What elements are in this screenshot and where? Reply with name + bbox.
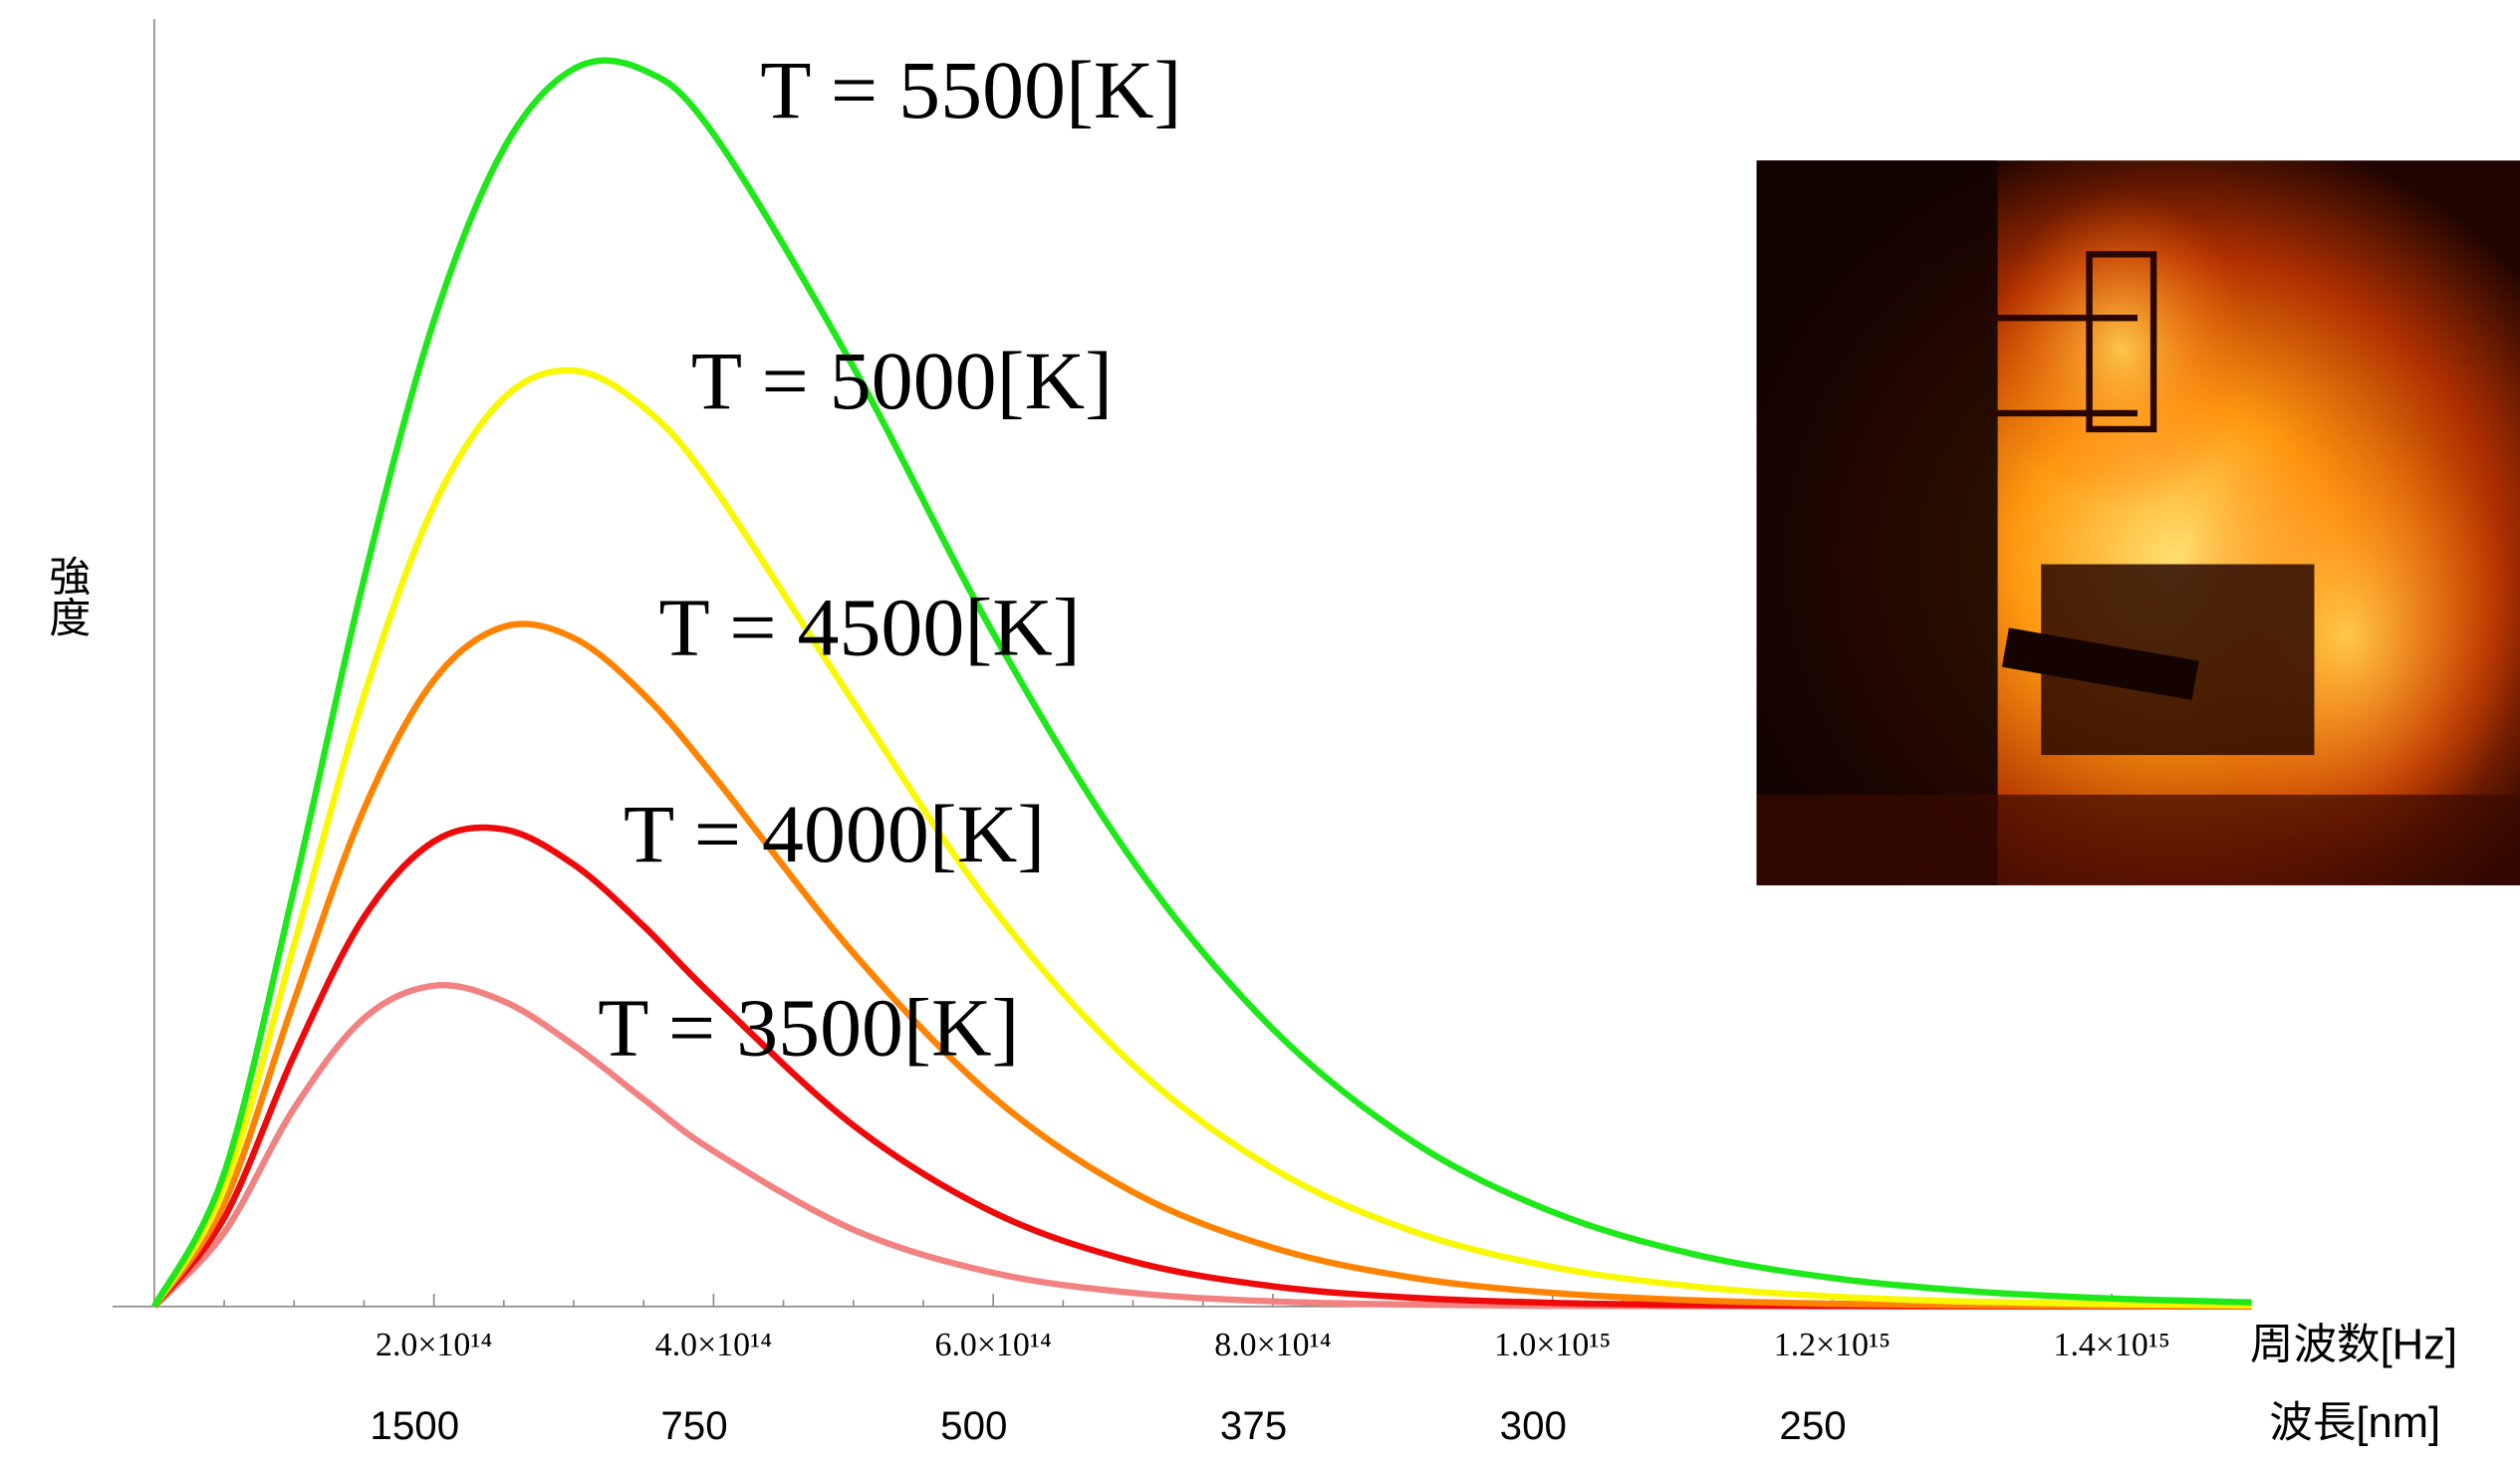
x-tick-label: 1.4×10¹⁵ — [2054, 1327, 2170, 1363]
x2-axis-label: 波長[nm] — [2269, 1399, 2440, 1447]
x2-tick-label: 375 — [1220, 1404, 1287, 1448]
x2-tick-label: 750 — [660, 1404, 727, 1448]
curve-label: T = 5500[K] — [760, 45, 1181, 135]
x-tick-label: 2.0×10¹⁴ — [376, 1327, 492, 1363]
series-line — [151, 57, 2252, 1309]
series-line — [151, 367, 2252, 1309]
x-tick-label: 1.0×10¹⁵ — [1494, 1327, 1611, 1363]
x-tick-label: 1.2×10¹⁵ — [1774, 1327, 1890, 1363]
x-axis-label: 周波数[Hz] — [2250, 1322, 2457, 1369]
x-tick-label: 8.0×10¹⁴ — [1214, 1327, 1331, 1363]
x2-tick-label: 300 — [1500, 1404, 1567, 1448]
series-line — [151, 982, 2252, 1311]
curve-label: T = 3500[K] — [598, 983, 1019, 1074]
curve-label: T = 4000[K] — [624, 789, 1045, 879]
x2-tick-label: 1500 — [370, 1404, 459, 1448]
photo — [1756, 160, 2520, 885]
curve-label: T = 5000[K] — [691, 336, 1113, 426]
series-line — [151, 824, 2252, 1311]
series-line — [151, 620, 2252, 1310]
x-tick-label: 4.0×10¹⁴ — [655, 1327, 772, 1363]
curve-label: T = 4500[K] — [659, 583, 1081, 673]
x-tick-label: 6.0×10¹⁴ — [935, 1327, 1052, 1363]
x2-tick-label: 500 — [940, 1404, 1007, 1448]
x2-tick-label: 250 — [1779, 1404, 1846, 1448]
y-axis-label: 強度 — [44, 555, 91, 637]
